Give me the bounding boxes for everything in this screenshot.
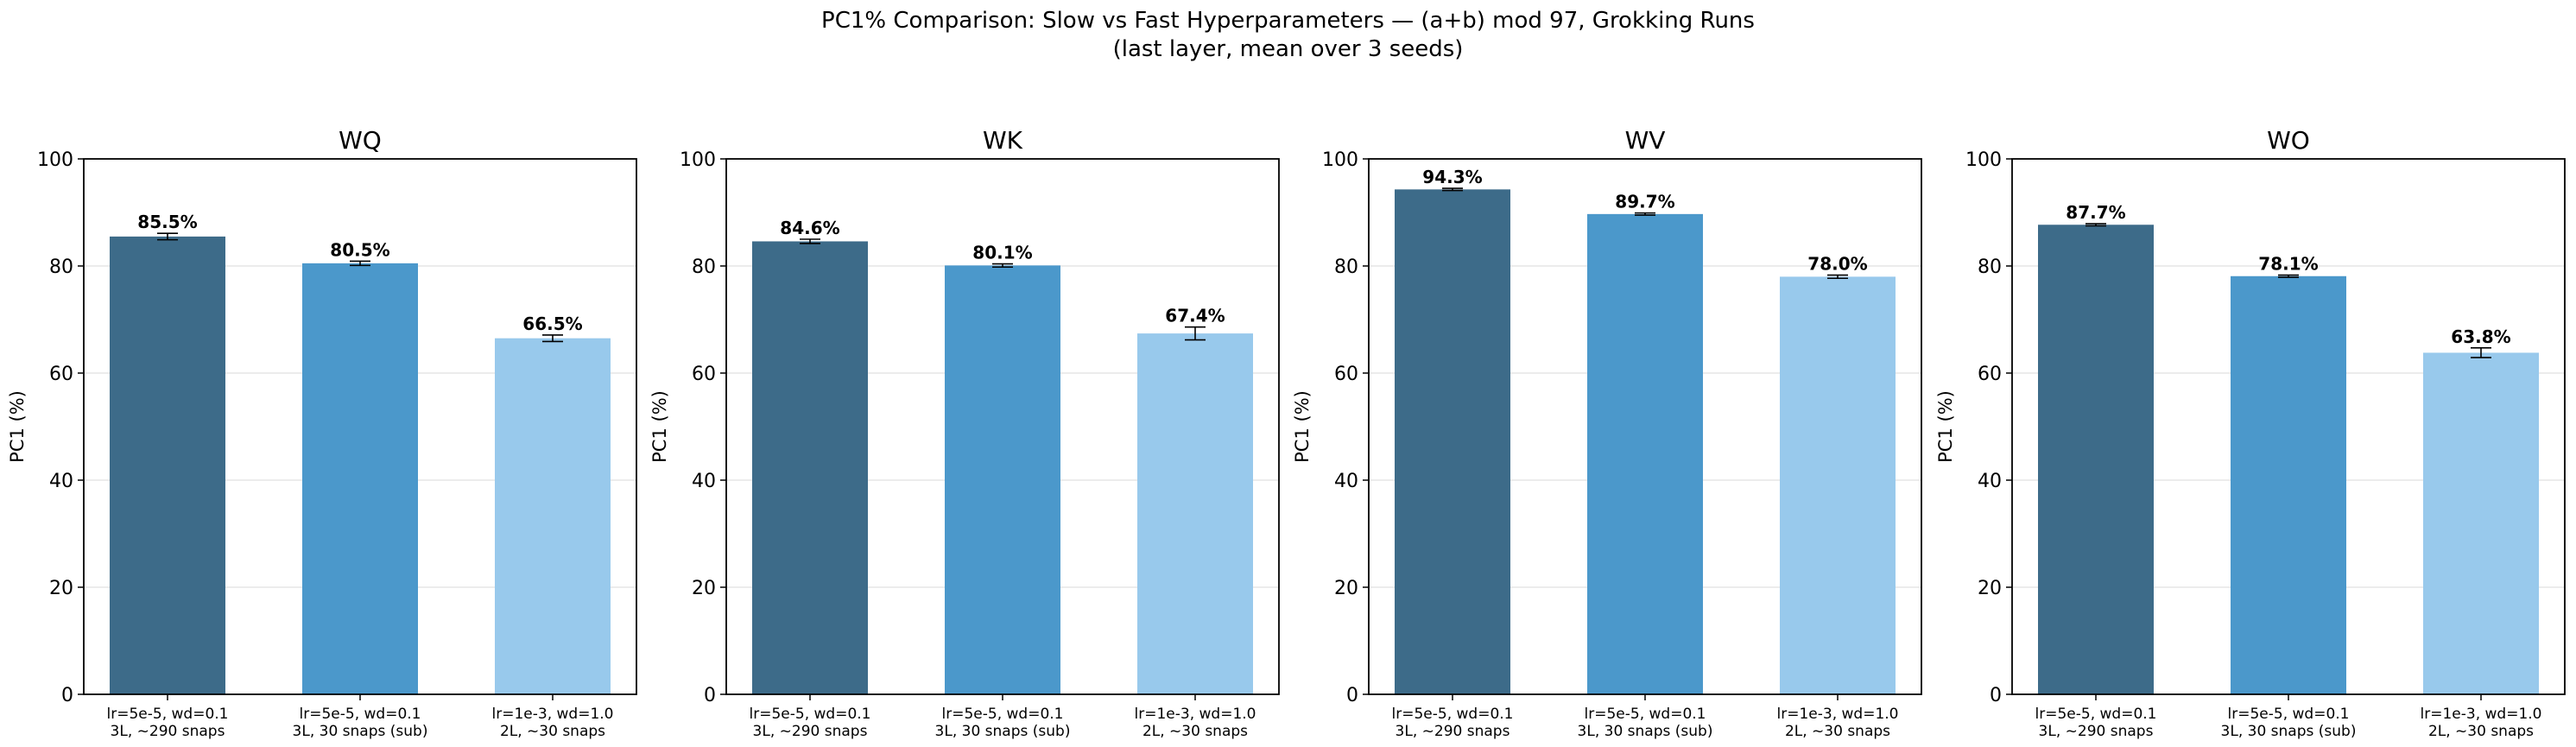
y-tick-label: 60 xyxy=(692,364,716,385)
x-tick-label: lr=1e-3, wd=1.0 2L, ~30 snaps xyxy=(2421,706,2542,740)
y-tick-label: 40 xyxy=(1978,471,2002,492)
axes-frame xyxy=(1368,158,1922,695)
bar-wv-2 xyxy=(1587,213,1703,695)
error-bar xyxy=(2085,223,2106,227)
error-bar xyxy=(800,238,820,244)
error-bar xyxy=(1185,326,1206,341)
y-tick-label: 20 xyxy=(49,578,73,599)
value-label: 87.7% xyxy=(2066,202,2125,223)
x-tick-label: lr=5e-5, wd=0.1 3L, ~290 snaps xyxy=(1392,706,1514,740)
x-tick-label: lr=1e-3, wd=1.0 2L, ~30 snaps xyxy=(492,706,614,740)
value-label: 85.5% xyxy=(137,212,197,232)
y-tick-label: 60 xyxy=(49,364,73,385)
y-tick-label: 80 xyxy=(1334,256,1358,278)
panel-wo: 87.7% lr=5e-5, wd=0.1 3L, ~290 snaps 78.1% l… xyxy=(1935,126,2566,740)
bar-wv-3 xyxy=(1780,276,1896,694)
y-axis-label: PC1 (%) xyxy=(1935,390,1956,463)
x-tick-label: lr=5e-5, wd=0.1 3L, ~290 snaps xyxy=(2035,706,2157,740)
error-bar xyxy=(542,334,563,343)
y-tick-label: 20 xyxy=(1334,578,1358,599)
y-tick-label: 40 xyxy=(692,471,716,492)
y-tick-label: 80 xyxy=(692,256,716,278)
x-tick-label: lr=5e-5, wd=0.1 3L, 30 snaps (sub) xyxy=(1578,706,1713,740)
axes-frame xyxy=(83,158,637,695)
error-bar xyxy=(2278,274,2299,278)
value-label: 89.7% xyxy=(1615,192,1674,212)
panel-wq: 85.5% lr=5e-5, wd=0.1 3L, ~290 snaps 80.5% l… xyxy=(7,126,637,740)
error-bar xyxy=(1827,274,1848,280)
x-tick-label: lr=5e-5, wd=0.1 3L, 30 snaps (sub) xyxy=(935,706,1071,740)
y-tick-label: 0 xyxy=(61,685,73,706)
value-label: 66.5% xyxy=(522,313,582,334)
bar-wk-3 xyxy=(1137,333,1253,694)
y-tick-label: 0 xyxy=(704,685,716,706)
panel-wk: 84.6% lr=5e-5, wd=0.1 3L, ~290 snaps 80.1% l… xyxy=(649,126,1280,740)
panel-title: WQ xyxy=(339,126,382,155)
bar-wq-1 xyxy=(110,236,225,694)
y-tick-label: 80 xyxy=(49,256,73,278)
bar-wo-1 xyxy=(2038,225,2154,694)
y-tick-label: 80 xyxy=(1978,256,2002,278)
axes-frame xyxy=(2011,158,2566,695)
x-tick-label: lr=5e-5, wd=0.1 3L, 30 snaps (sub) xyxy=(293,706,428,740)
bar-wo-2 xyxy=(2231,275,2346,694)
value-label: 63.8% xyxy=(2451,326,2510,347)
panel-title: WO xyxy=(2267,126,2310,155)
x-tick-label: lr=5e-5, wd=0.1 3L, ~290 snaps xyxy=(107,706,229,740)
panel-wv: 94.3% lr=5e-5, wd=0.1 3L, ~290 snaps 89.7% l… xyxy=(1292,126,1922,740)
y-axis-label: PC1 (%) xyxy=(7,390,28,463)
value-label: 78.0% xyxy=(1807,254,1867,275)
error-bar xyxy=(992,263,1013,269)
value-label: 80.1% xyxy=(972,243,1032,263)
y-tick-label: 0 xyxy=(1990,685,2002,706)
y-tick-label: 100 xyxy=(1965,149,2002,171)
y-tick-label: 20 xyxy=(692,578,716,599)
bar-wq-3 xyxy=(495,338,611,694)
y-tick-label: 60 xyxy=(1334,364,1358,385)
error-bar xyxy=(350,260,370,267)
value-label: 67.4% xyxy=(1165,306,1225,326)
bar-wk-1 xyxy=(752,241,868,695)
y-axis-label: PC1 (%) xyxy=(649,390,670,463)
x-tick-label: lr=5e-5, wd=0.1 3L, ~290 snaps xyxy=(750,706,871,740)
error-bar xyxy=(2471,347,2491,358)
error-bar xyxy=(1442,187,1463,192)
bar-wk-2 xyxy=(945,265,1060,694)
y-tick-label: 20 xyxy=(1978,578,2002,599)
y-tick-label: 40 xyxy=(49,471,73,492)
y-tick-label: 60 xyxy=(1978,364,2002,385)
figure-title-line-2: (last layer, mean over 3 seeds) xyxy=(1112,36,1464,62)
y-tick-label: 0 xyxy=(1346,685,1358,706)
bar-wv-1 xyxy=(1395,189,1510,695)
figure-title: PC1% Comparison: Slow vs Fast Hyperparam… xyxy=(0,7,2576,64)
y-axis-label: PC1 (%) xyxy=(1292,390,1313,463)
axes-frame xyxy=(725,158,1280,695)
x-tick-label: lr=1e-3, wd=1.0 2L, ~30 snaps xyxy=(1135,706,1256,740)
y-tick-label: 100 xyxy=(37,149,73,171)
error-bar xyxy=(1635,212,1655,216)
y-tick-label: 100 xyxy=(680,149,716,171)
panel-title: WV xyxy=(1625,126,1666,155)
y-tick-label: 100 xyxy=(1322,149,1358,171)
value-label: 84.6% xyxy=(780,218,839,238)
value-label: 80.5% xyxy=(330,239,389,260)
bar-wo-3 xyxy=(2423,352,2539,694)
value-label: 78.1% xyxy=(2258,254,2318,275)
y-tick-label: 40 xyxy=(1334,471,1358,492)
error-bar xyxy=(157,232,178,241)
value-label: 94.3% xyxy=(1422,167,1482,187)
x-tick-label: lr=1e-3, wd=1.0 2L, ~30 snaps xyxy=(1777,706,1899,740)
x-tick-label: lr=5e-5, wd=0.1 3L, 30 snaps (sub) xyxy=(2221,706,2357,740)
figure-title-line-1: PC1% Comparison: Slow vs Fast Hyperparam… xyxy=(821,8,1755,34)
panel-title: WK xyxy=(983,126,1023,155)
bar-wq-2 xyxy=(302,263,418,694)
